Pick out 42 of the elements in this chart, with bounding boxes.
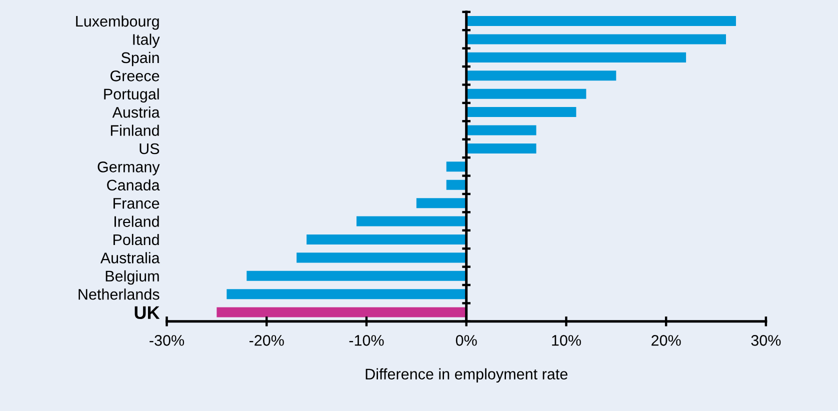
bar [466, 107, 576, 118]
bar [466, 88, 586, 99]
y-tick-label: Luxembourg [76, 15, 159, 30]
y-tick-label: Germany [98, 162, 160, 176]
x-axis-title: Difference in employment rate [366, 368, 568, 383]
bar [466, 70, 616, 81]
bar [226, 289, 466, 300]
bar [466, 52, 686, 62]
x-tick-label: 20% [652, 335, 681, 346]
bar [246, 270, 466, 281]
bar [296, 252, 466, 263]
x-tick-label: 10% [552, 335, 581, 346]
bar [466, 143, 536, 154]
bar [356, 216, 466, 226]
y-tick-label: Austria [112, 106, 160, 118]
y-tick-label: France [114, 198, 160, 209]
bar [466, 125, 536, 136]
y-tick-label: Australia [100, 252, 160, 264]
y-tick-label: US [140, 143, 160, 154]
y-tick-label: Netherlands [78, 288, 160, 300]
y-tick-label: Poland [114, 234, 159, 246]
y-tick-label: Italy [133, 34, 160, 48]
bar [466, 16, 736, 26]
x-tick-label: 30% [751, 335, 781, 346]
bar [216, 307, 466, 318]
bar [446, 162, 466, 172]
bar [466, 34, 726, 44]
bar [306, 234, 466, 244]
y-tick-label: Portugal [104, 88, 159, 103]
x-tick-label: -20% [249, 335, 284, 346]
y-tick-label: Finland [110, 124, 159, 136]
bar [416, 198, 466, 208]
y-tick-label: Spain [121, 52, 159, 66]
y-tick-label: Canada [107, 179, 160, 191]
y-tick-label: Ireland [114, 216, 159, 227]
x-tick-label: -10% [349, 335, 384, 346]
x-tick-label: -30% [150, 335, 184, 346]
y-tick-label: Greece [110, 70, 160, 82]
y-tick-label: Belgium [106, 270, 159, 285]
bar [446, 180, 466, 190]
y-tick-label: UK [134, 306, 160, 320]
x-tick-label: 0% [456, 335, 477, 346]
